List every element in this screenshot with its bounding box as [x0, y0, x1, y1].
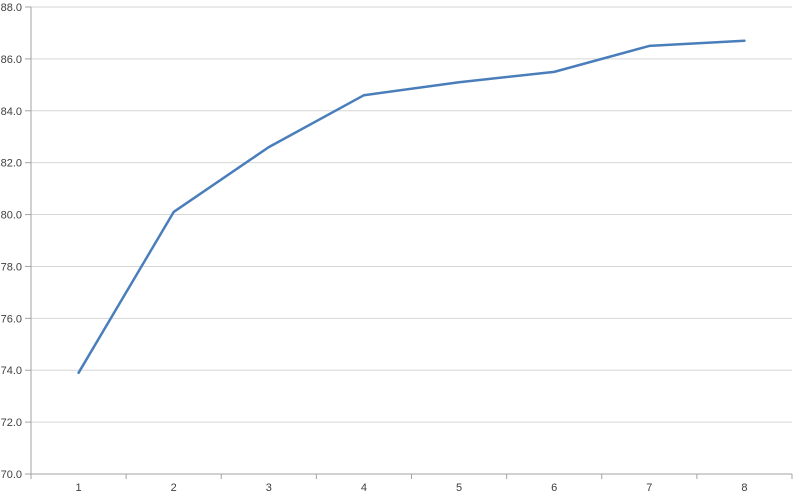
y-axis-label: 88.0	[1, 2, 22, 14]
x-axis-label: 1	[76, 482, 82, 494]
x-axis-label: 4	[361, 482, 367, 494]
y-axis-label: 72.0	[1, 417, 22, 429]
y-axis-label: 80.0	[1, 210, 22, 222]
x-axis-labels: 1 2 3 4 5 6 7 8	[76, 482, 748, 494]
y-axis-label: 84.0	[1, 106, 22, 118]
y-axis-label: 82.0	[1, 158, 22, 170]
y-axis-label: 76.0	[1, 313, 22, 325]
y-axis-label: 74.0	[1, 365, 22, 377]
y-axis-label: 86.0	[1, 54, 22, 66]
y-axis-label: 70.0	[1, 469, 22, 481]
x-axis-label: 5	[456, 482, 462, 494]
y-axis-labels: 70.0 72.0 74.0 76.0 78.0 80.0 82.0 84.0 86.0 88.0	[1, 2, 22, 481]
x-axis-label: 2	[171, 482, 177, 494]
x-axis-label: 3	[266, 482, 272, 494]
x-axis-label: 7	[646, 482, 652, 494]
gridlines	[31, 6, 792, 423]
x-axis-label: 8	[741, 482, 747, 494]
y-axis-label: 78.0	[1, 261, 22, 273]
x-axis-label: 6	[551, 482, 557, 494]
x-axis-ticks	[30, 474, 793, 479]
data-series-line	[77, 39, 746, 375]
y-axis-ticks	[25, 6, 31, 475]
